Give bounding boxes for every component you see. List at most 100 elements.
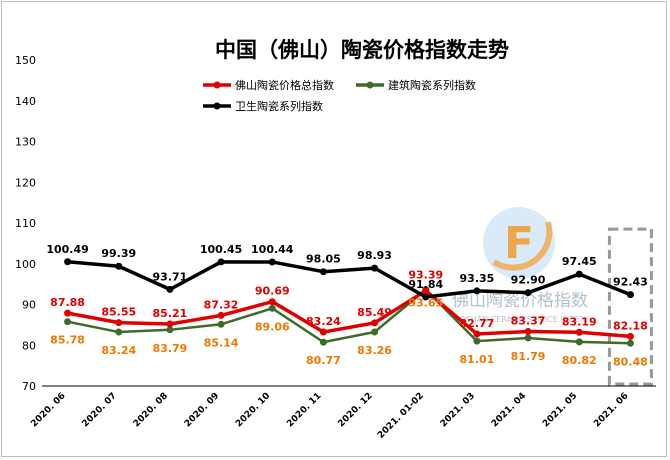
data-label: 85.55 <box>101 306 136 319</box>
series-point <box>626 339 634 347</box>
series-point <box>166 320 174 328</box>
data-label: 93.65 <box>408 297 443 310</box>
series-line <box>67 288 631 339</box>
series-point <box>575 328 583 336</box>
series-point <box>268 258 276 266</box>
y-tick-label: 70 <box>22 380 36 393</box>
x-tick-label: 2021. 04 <box>490 391 528 429</box>
series-point <box>319 338 327 346</box>
data-label: 83.24 <box>101 344 136 357</box>
watermark-logo-letter: F <box>504 218 534 269</box>
data-label: 85.21 <box>153 307 188 320</box>
legend-label: 佛山陶瓷价格总指数 <box>235 78 334 92</box>
data-label: 83.37 <box>511 315 546 328</box>
series-point <box>473 287 481 295</box>
series-point <box>575 338 583 346</box>
last-period-highlight <box>607 227 653 386</box>
y-tick-label: 140 <box>15 95 36 108</box>
data-label: 87.88 <box>50 296 85 309</box>
series-line <box>67 288 631 345</box>
series-point <box>626 332 634 340</box>
data-label: 99.39 <box>101 247 136 260</box>
series-layer <box>64 258 634 347</box>
x-tick-label: 2021. 03 <box>439 391 477 429</box>
data-label: 98.05 <box>306 253 341 266</box>
series-point <box>64 309 72 317</box>
data-label: 100.44 <box>251 243 294 256</box>
data-label: 83.26 <box>357 344 392 357</box>
data-label: 98.93 <box>357 249 392 262</box>
series-point <box>422 287 430 295</box>
legend-swatch-marker <box>213 102 221 110</box>
series-point <box>115 262 123 270</box>
series-point <box>64 318 72 326</box>
legend-label: 卫生陶瓷系列指数 <box>235 99 323 113</box>
data-label: 80.77 <box>306 354 341 367</box>
series-point <box>115 328 123 336</box>
data-label: 89.06 <box>255 320 290 333</box>
series-point <box>575 270 583 278</box>
data-label: 80.82 <box>562 354 597 367</box>
legend-label: 建筑陶瓷系列指数 <box>388 78 476 92</box>
x-tick-label: 2020. 07 <box>81 391 119 429</box>
y-tick-label: 80 <box>22 339 36 352</box>
watermark-subtitle: FOSHAN CERAMICS PRICE INDEX <box>455 315 586 324</box>
data-label: 100.49 <box>46 243 88 256</box>
series-point <box>473 330 481 338</box>
series-point <box>319 268 327 276</box>
x-tick-label: 2020. 12 <box>336 391 374 429</box>
series-point <box>268 298 276 306</box>
x-tick-label: 2020. 08 <box>132 391 170 429</box>
watermark-title: 佛山陶瓷价格指数 <box>452 291 588 311</box>
data-label: 92.90 <box>511 274 546 287</box>
data-label: 93.39 <box>408 269 443 282</box>
series-point <box>268 304 276 312</box>
series-point <box>166 285 174 293</box>
series-point <box>217 311 225 319</box>
y-tick-label: 120 <box>15 176 36 189</box>
series-point <box>422 293 430 301</box>
data-label: 81.01 <box>460 353 495 366</box>
data-label: 85.78 <box>50 334 85 347</box>
x-tick-label: 2020. 11 <box>285 391 323 429</box>
x-tick-label: 2020. 10 <box>234 391 272 429</box>
series-line <box>67 260 632 299</box>
data-label: 100.45 <box>200 243 242 256</box>
x-axis: 2020. 06 2020. 07 2020. 08 2020. 09 2020. 10… <box>29 385 656 441</box>
y-tick-label: 110 <box>15 217 36 230</box>
data-label: 82.77 <box>460 317 495 330</box>
data-label: 97.45 <box>562 255 597 268</box>
x-tick-label: 2021. 05 <box>541 391 579 429</box>
data-label: 90.69 <box>255 285 290 298</box>
data-label: 92.43 <box>613 276 648 289</box>
x-tick-label: 2020. 06 <box>29 391 67 429</box>
data-label: 81.79 <box>511 350 546 363</box>
series-point <box>217 320 225 328</box>
data-label: 93.35 <box>460 272 495 285</box>
x-tick-label: 2020. 09 <box>183 391 221 429</box>
series-point <box>319 328 327 336</box>
data-label: 83.79 <box>153 342 188 355</box>
series-point <box>473 337 481 345</box>
data-labels: 87.88 85.55 85.21 87.32 90.69 83.24 85.49 93.39… <box>46 243 647 369</box>
y-tick-label: 130 <box>15 136 36 149</box>
watermark-logo-arc <box>492 221 553 271</box>
series-point <box>115 319 123 327</box>
series-point <box>371 264 379 272</box>
series-point <box>371 319 379 327</box>
watermark: F 佛山陶瓷价格指数 FOSHAN CERAMICS PRICE INDEX <box>452 207 588 324</box>
series-point <box>166 326 174 334</box>
data-label: 83.24 <box>306 315 341 328</box>
series-point <box>371 328 379 336</box>
data-label: 85.14 <box>204 336 239 349</box>
data-label: 83.19 <box>562 315 597 328</box>
data-label: 80.48 <box>613 355 648 368</box>
series-point <box>524 289 532 297</box>
legend-swatch-marker <box>213 81 221 89</box>
data-label: 82.18 <box>613 319 648 332</box>
y-tick-label: 90 <box>22 299 36 312</box>
chart-title: 中国（佛山）陶瓷价格指数走势 <box>215 37 509 62</box>
